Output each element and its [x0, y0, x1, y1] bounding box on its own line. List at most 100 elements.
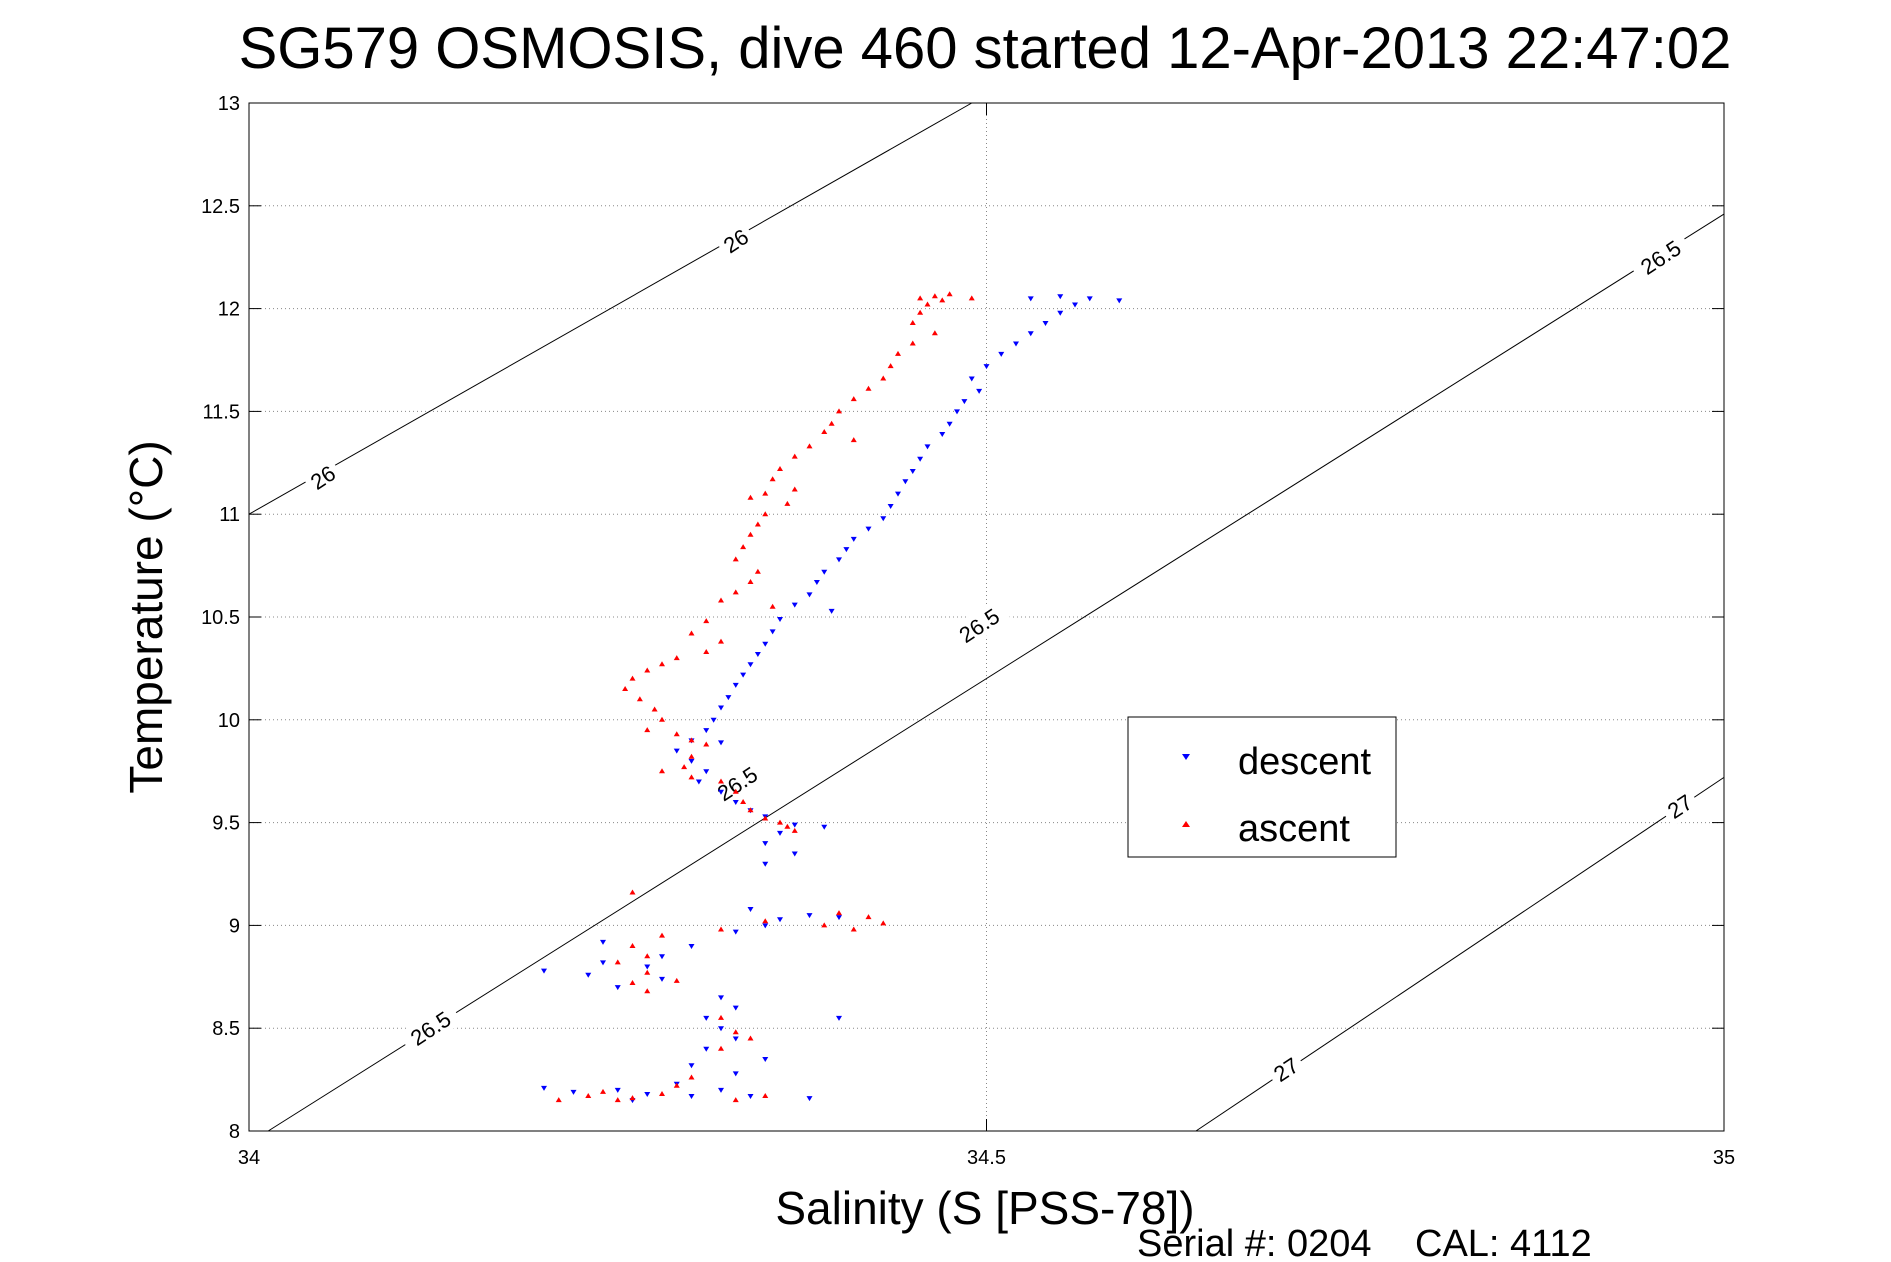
data-point-descent	[1042, 320, 1049, 326]
data-point-descent	[740, 672, 747, 678]
data-point-ascent	[836, 910, 842, 916]
data-point-ascent	[968, 295, 975, 301]
data-point-ascent	[821, 428, 828, 434]
grid	[249, 103, 1724, 1131]
data-point-ascent	[614, 1097, 621, 1103]
x-tick-label: 34	[238, 1147, 260, 1169]
legend: descent ascent	[1127, 716, 1397, 858]
data-point-descent	[939, 432, 946, 438]
data-point-descent	[754, 652, 761, 658]
data-point-ascent	[718, 597, 724, 603]
data-point-ascent	[732, 788, 739, 794]
data-point-ascent	[865, 914, 872, 920]
data-point-ascent	[821, 922, 828, 928]
data-point-ascent	[629, 889, 636, 895]
data-point-descent	[732, 929, 739, 935]
data-point-descent	[821, 569, 828, 575]
data-point-ascent	[777, 819, 783, 825]
data-point-descent	[791, 602, 798, 608]
contour-line	[267, 213, 1725, 1132]
data-point-ascent	[946, 291, 953, 297]
y-tick-label: 11	[219, 504, 240, 526]
y-tick-label: 9.5	[212, 813, 240, 835]
data-point-ascent	[718, 778, 724, 784]
contour-label-bg	[714, 220, 758, 261]
data-point-ascent	[917, 295, 924, 301]
data-point-descent	[688, 1063, 695, 1069]
data-point-descent	[917, 456, 924, 462]
data-point-descent	[791, 822, 798, 828]
data-point-descent	[732, 682, 739, 688]
legend-box	[1127, 716, 1397, 858]
data-point-ascent	[681, 764, 688, 770]
data-point-ascent	[644, 953, 651, 959]
data-point-descent	[718, 995, 724, 1001]
data-point-descent	[1013, 341, 1019, 347]
y-tick-label: 11.5	[203, 401, 240, 423]
data-point-ascent	[791, 453, 798, 459]
data-point-ascent	[659, 1090, 665, 1096]
y-tick-label: 12	[218, 299, 240, 321]
data-point-ascent	[659, 661, 665, 667]
contour-label-bg	[398, 1000, 463, 1056]
series-descent	[541, 294, 1123, 1104]
x-tick-label: 34.5	[967, 1147, 1006, 1169]
data-point-ascent	[806, 443, 813, 449]
data-point-descent	[821, 824, 828, 830]
legend-marker-descent	[1182, 754, 1190, 760]
data-point-descent	[806, 1096, 813, 1102]
data-point-descent	[718, 740, 724, 746]
legend-marker-ascent	[1182, 821, 1190, 827]
data-point-descent	[1086, 296, 1093, 302]
data-point-descent	[703, 1046, 710, 1052]
y-tick-label: 10.5	[201, 607, 240, 629]
data-point-ascent	[924, 301, 931, 307]
data-point-descent	[688, 1094, 695, 1100]
y-axis-label: Temperature (°C)	[120, 440, 172, 793]
y-tick-label: 13	[218, 93, 240, 115]
data-point-ascent	[865, 385, 872, 391]
data-point-ascent	[651, 706, 658, 712]
data-point-descent	[954, 409, 960, 415]
data-point-ascent	[629, 942, 636, 948]
data-point-descent	[865, 526, 872, 532]
y-tick-label: 10	[218, 710, 240, 732]
contour-label-bg	[946, 597, 1012, 653]
data-point-ascent	[732, 589, 739, 595]
axis-ticks: 34 34.5 35 8 8.5 9 9.5 10 10.5 11 11.5 12 12.5 13	[201, 93, 1735, 1169]
data-point-descent	[836, 557, 842, 563]
data-point-ascent	[585, 1093, 592, 1099]
data-point-ascent	[688, 737, 695, 743]
data-point-ascent	[747, 807, 754, 813]
data-point-ascent	[718, 1014, 724, 1020]
data-point-ascent	[917, 309, 924, 315]
data-point-descent	[887, 503, 894, 509]
data-point-ascent	[784, 500, 791, 506]
data-point-descent	[659, 976, 665, 982]
data-point-descent	[718, 789, 724, 795]
data-point-ascent	[747, 1035, 754, 1041]
data-point-descent	[762, 841, 769, 847]
data-point-descent	[718, 1026, 724, 1032]
data-point-ascent	[880, 920, 887, 926]
legend-label-ascent: ascent	[1238, 808, 1350, 850]
data-point-ascent	[791, 827, 798, 833]
data-point-descent	[850, 536, 857, 542]
data-point-ascent	[629, 979, 636, 985]
data-point-descent	[570, 1089, 577, 1095]
data-point-ascent	[555, 1097, 562, 1103]
series-ascent	[555, 291, 975, 1103]
data-point-ascent	[762, 815, 769, 821]
data-point-descent	[747, 662, 754, 668]
data-point-descent	[843, 547, 850, 553]
contour-label-bg	[1658, 785, 1702, 827]
data-point-ascent	[850, 437, 857, 443]
data-point-descent	[924, 444, 931, 450]
data-point-ascent	[762, 918, 769, 924]
data-point-descent	[644, 1091, 651, 1097]
data-point-descent	[725, 695, 732, 701]
data-point-ascent	[629, 675, 636, 681]
data-point-ascent	[784, 823, 791, 829]
data-point-descent	[747, 906, 754, 912]
data-point-descent	[813, 580, 820, 586]
